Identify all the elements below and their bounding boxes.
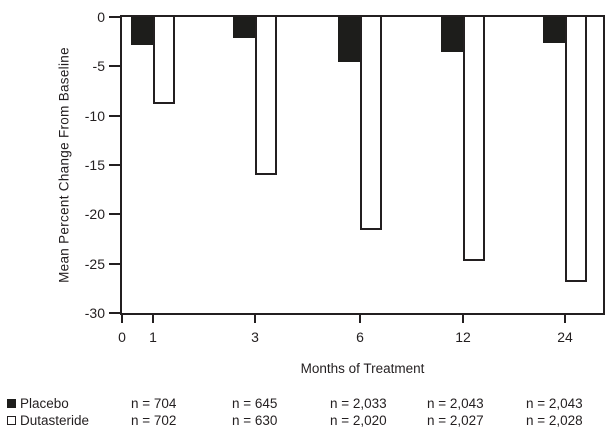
legend-label-dutasteride: Dutasteride	[20, 413, 90, 428]
n-value: n = 645	[232, 396, 278, 411]
y-tick	[109, 263, 121, 265]
n-value: n = 2,027	[427, 413, 484, 428]
placebo-swatch-icon	[7, 399, 16, 408]
bar-dutasteride-month-12	[463, 17, 485, 261]
y-tick-label: -20	[84, 206, 105, 222]
x-tick-label: 0	[118, 329, 126, 345]
y-tick-label: -30	[84, 305, 105, 321]
bar-dutasteride-month-1	[153, 17, 175, 104]
y-tick-label: -10	[84, 108, 105, 124]
x-tick-label: 6	[356, 329, 364, 345]
y-tick	[109, 312, 121, 314]
x-tick	[152, 315, 154, 323]
bar-dutasteride-month-24	[565, 17, 587, 282]
x-tick	[462, 315, 464, 323]
y-tick	[109, 115, 121, 117]
legend-row-placebo: Placebo n = 704 n = 645 n = 2,033 n = 2,043…	[0, 396, 615, 413]
y-tick-label: -5	[92, 58, 105, 74]
bar-placebo-month-24	[543, 17, 565, 43]
y-tick	[109, 65, 121, 67]
x-tick	[254, 315, 256, 323]
n-value: n = 2,043	[427, 396, 484, 411]
bar-dutasteride-month-3	[255, 17, 277, 175]
x-tick	[121, 315, 123, 323]
y-tick-label: -25	[84, 256, 105, 272]
bar-placebo-month-6	[338, 17, 360, 62]
legend-label-placebo: Placebo	[20, 396, 69, 411]
bar-placebo-month-3	[233, 17, 255, 38]
x-tick-label: 3	[251, 329, 259, 345]
n-value: n = 704	[131, 396, 177, 411]
y-tick-label: 0	[97, 9, 105, 25]
bar-placebo-month-12	[441, 17, 463, 52]
n-value: n = 2,043	[526, 396, 583, 411]
dutasteride-swatch-icon	[7, 416, 16, 425]
x-tick	[359, 315, 361, 323]
x-tick-label: 12	[455, 329, 471, 345]
x-tick-label: 1	[149, 329, 157, 345]
n-value: n = 702	[131, 413, 177, 428]
x-tick-label: 24	[557, 329, 573, 345]
n-value: n = 2,020	[330, 413, 387, 428]
plot-area: Months of Treatment 0 -5 -10 -15 -20 -25 -30 0 1…	[85, 10, 605, 376]
bar-dutasteride-month-6	[360, 17, 382, 230]
y-tick	[109, 164, 121, 166]
n-value: n = 2,028	[526, 413, 583, 428]
y-tick	[109, 213, 121, 215]
n-value: n = 630	[232, 413, 278, 428]
y-tick	[109, 16, 121, 18]
bar-placebo-month-1	[131, 17, 153, 45]
x-axis-title: Months of Treatment	[300, 361, 425, 376]
legend-row-dutasteride: Dutasteride n = 702 n = 630 n = 2,020 n = 2…	[0, 413, 615, 430]
n-value: n = 2,033	[330, 396, 387, 411]
x-tick	[564, 315, 566, 323]
y-tick-label: -15	[84, 157, 105, 173]
